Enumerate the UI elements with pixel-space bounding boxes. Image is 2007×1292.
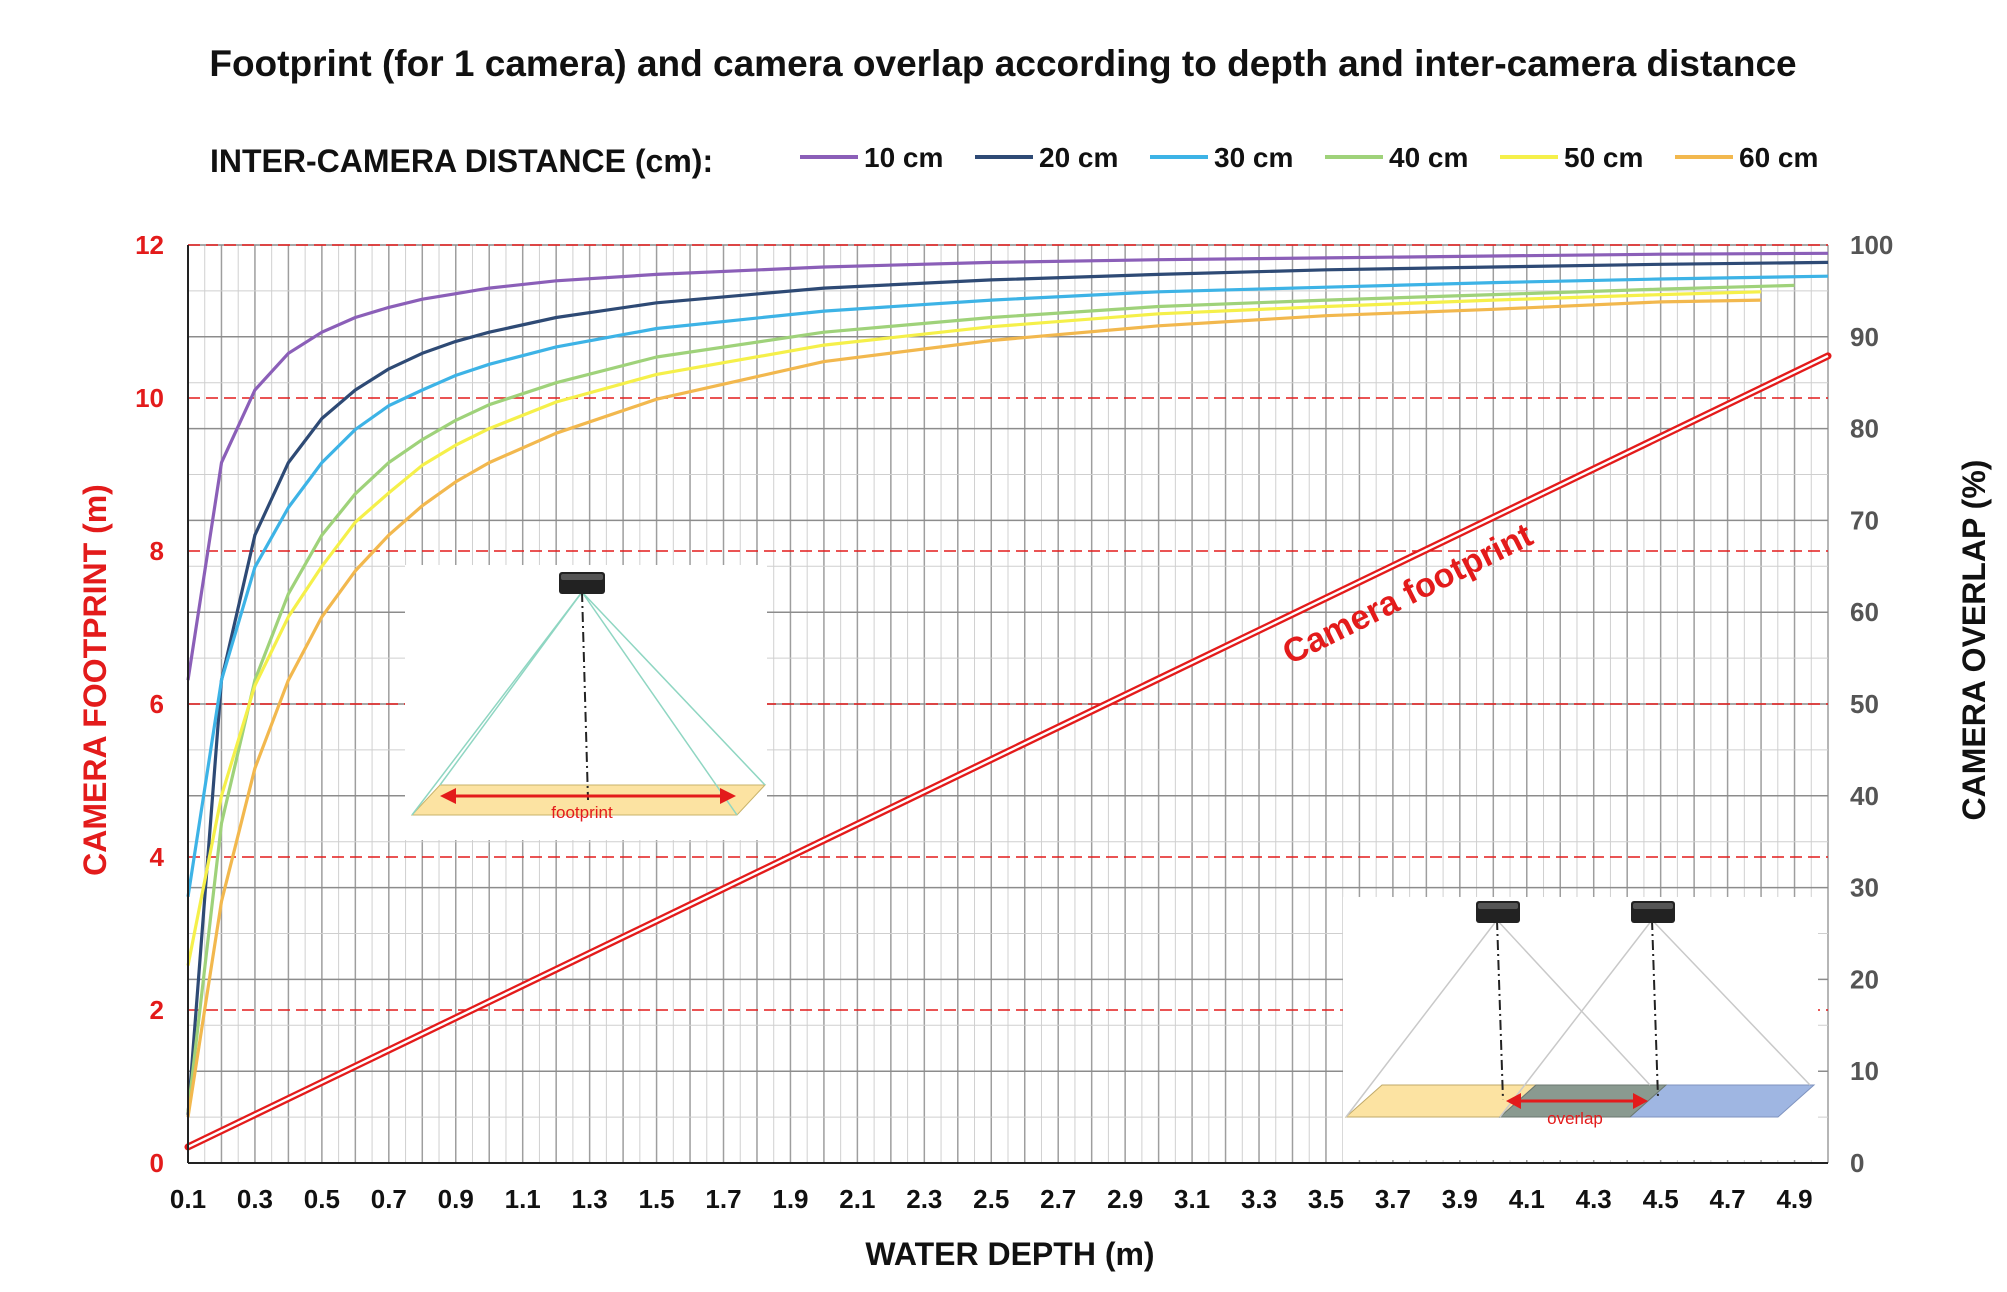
y-right-tick-label: 70	[1850, 505, 1879, 535]
x-tick-label: 2.9	[1107, 1184, 1143, 1214]
x-tick-label: 3.1	[1174, 1184, 1210, 1214]
y-left-tick-label: 2	[150, 995, 164, 1025]
y-right-tick-label: 80	[1850, 414, 1879, 444]
axes: 0 2 4 6 8 10 12 0 10 20 30 40 50 60 70 80 90 100 0.1 0.3 0.5…	[135, 230, 1893, 1214]
series-line-40-cm	[186, 283, 1795, 1113]
y-left-tick-label: 4	[150, 842, 165, 872]
grid	[187, 244, 1829, 1164]
x-tick-label: 1.7	[705, 1184, 741, 1214]
x-tick-label: 4.1	[1509, 1184, 1545, 1214]
legend-title: INTER-CAMERA DISTANCE (cm):	[210, 143, 713, 179]
legend-item-label: 30 cm	[1214, 142, 1293, 173]
footprint-line-inner	[187, 354, 1829, 1149]
y-left-tick-label: 10	[135, 383, 164, 413]
series-line-50-cm	[186, 290, 1762, 966]
x-tick-label: 2.1	[839, 1184, 875, 1214]
x-tick-label: 0.3	[237, 1184, 273, 1214]
y-right-tick-label: 60	[1850, 597, 1879, 627]
x-tick-label: 1.3	[572, 1184, 608, 1214]
y-right-tick-label: 50	[1850, 689, 1879, 719]
inset-overlap-label: overlap	[1547, 1109, 1603, 1128]
x-tick-label: 3.9	[1442, 1184, 1478, 1214]
legend: 10 cm 20 cm 30 cm 40 cm 50 cm 60 cm	[800, 142, 1818, 173]
y-right-tick-label: 40	[1850, 781, 1879, 811]
y-left-tick-label: 6	[150, 689, 164, 719]
series-layer	[186, 251, 1829, 1118]
inset-footprint-label: footprint	[551, 803, 613, 822]
x-tick-label: 0.9	[438, 1184, 474, 1214]
x-tick-label: 1.5	[638, 1184, 674, 1214]
legend-item-label: 60 cm	[1739, 142, 1818, 173]
x-tick-label: 3.5	[1308, 1184, 1344, 1214]
series-line-10-cm	[186, 251, 1829, 681]
series-line-30-cm	[186, 274, 1829, 898]
x-tick-label: 1.1	[505, 1184, 541, 1214]
legend-item-label: 50 cm	[1564, 142, 1643, 173]
y-right-tick-label: 90	[1850, 322, 1879, 352]
footprint-line	[184, 352, 1832, 1151]
legend-item-label: 10 cm	[864, 142, 943, 173]
annotation-camera-footprint: Camera footprint	[1277, 516, 1539, 672]
y-left-tick-label: 12	[135, 230, 164, 260]
chart-title: Footprint (for 1 camera) and camera over…	[209, 43, 1796, 84]
x-tick-label: 4.5	[1643, 1184, 1679, 1214]
series-line-20-cm	[186, 260, 1829, 1116]
y-right-tick-label: 0	[1850, 1148, 1864, 1178]
series-line-60-cm	[186, 298, 1762, 1118]
x-tick-label: 0.5	[304, 1184, 340, 1214]
x-tick-label: 2.3	[906, 1184, 942, 1214]
x-tick-label: 4.7	[1710, 1184, 1746, 1214]
y-axis-right-title: CAMERA OVERLAP (%)	[1956, 460, 1992, 821]
x-axis-title: WATER DEPTH (m)	[865, 1236, 1154, 1272]
x-tick-label: 2.5	[973, 1184, 1009, 1214]
y-left-tick-label: 0	[150, 1148, 164, 1178]
legend-item-label: 20 cm	[1039, 142, 1118, 173]
x-tick-label: 3.7	[1375, 1184, 1411, 1214]
y-right-tick-label: 10	[1850, 1056, 1879, 1086]
inset-single-camera: footprint	[405, 565, 767, 840]
x-tick-label: 4.3	[1576, 1184, 1612, 1214]
y-axis-left-title: CAMERA FOOTPRINT (m)	[77, 484, 113, 876]
x-tick-label: 0.1	[170, 1184, 206, 1214]
y-right-tick-label: 100	[1850, 230, 1893, 260]
y-left-tick-label: 8	[150, 536, 164, 566]
y-right-tick-label: 20	[1850, 964, 1879, 994]
inset-two-cameras: overlap	[1343, 897, 1818, 1160]
x-tick-label: 3.3	[1241, 1184, 1277, 1214]
legend-item-label: 40 cm	[1389, 142, 1468, 173]
x-tick-label: 0.7	[371, 1184, 407, 1214]
y-right-tick-label: 30	[1850, 873, 1879, 903]
x-tick-label: 1.9	[772, 1184, 808, 1214]
x-tick-label: 4.9	[1776, 1184, 1812, 1214]
x-tick-label: 2.7	[1040, 1184, 1076, 1214]
